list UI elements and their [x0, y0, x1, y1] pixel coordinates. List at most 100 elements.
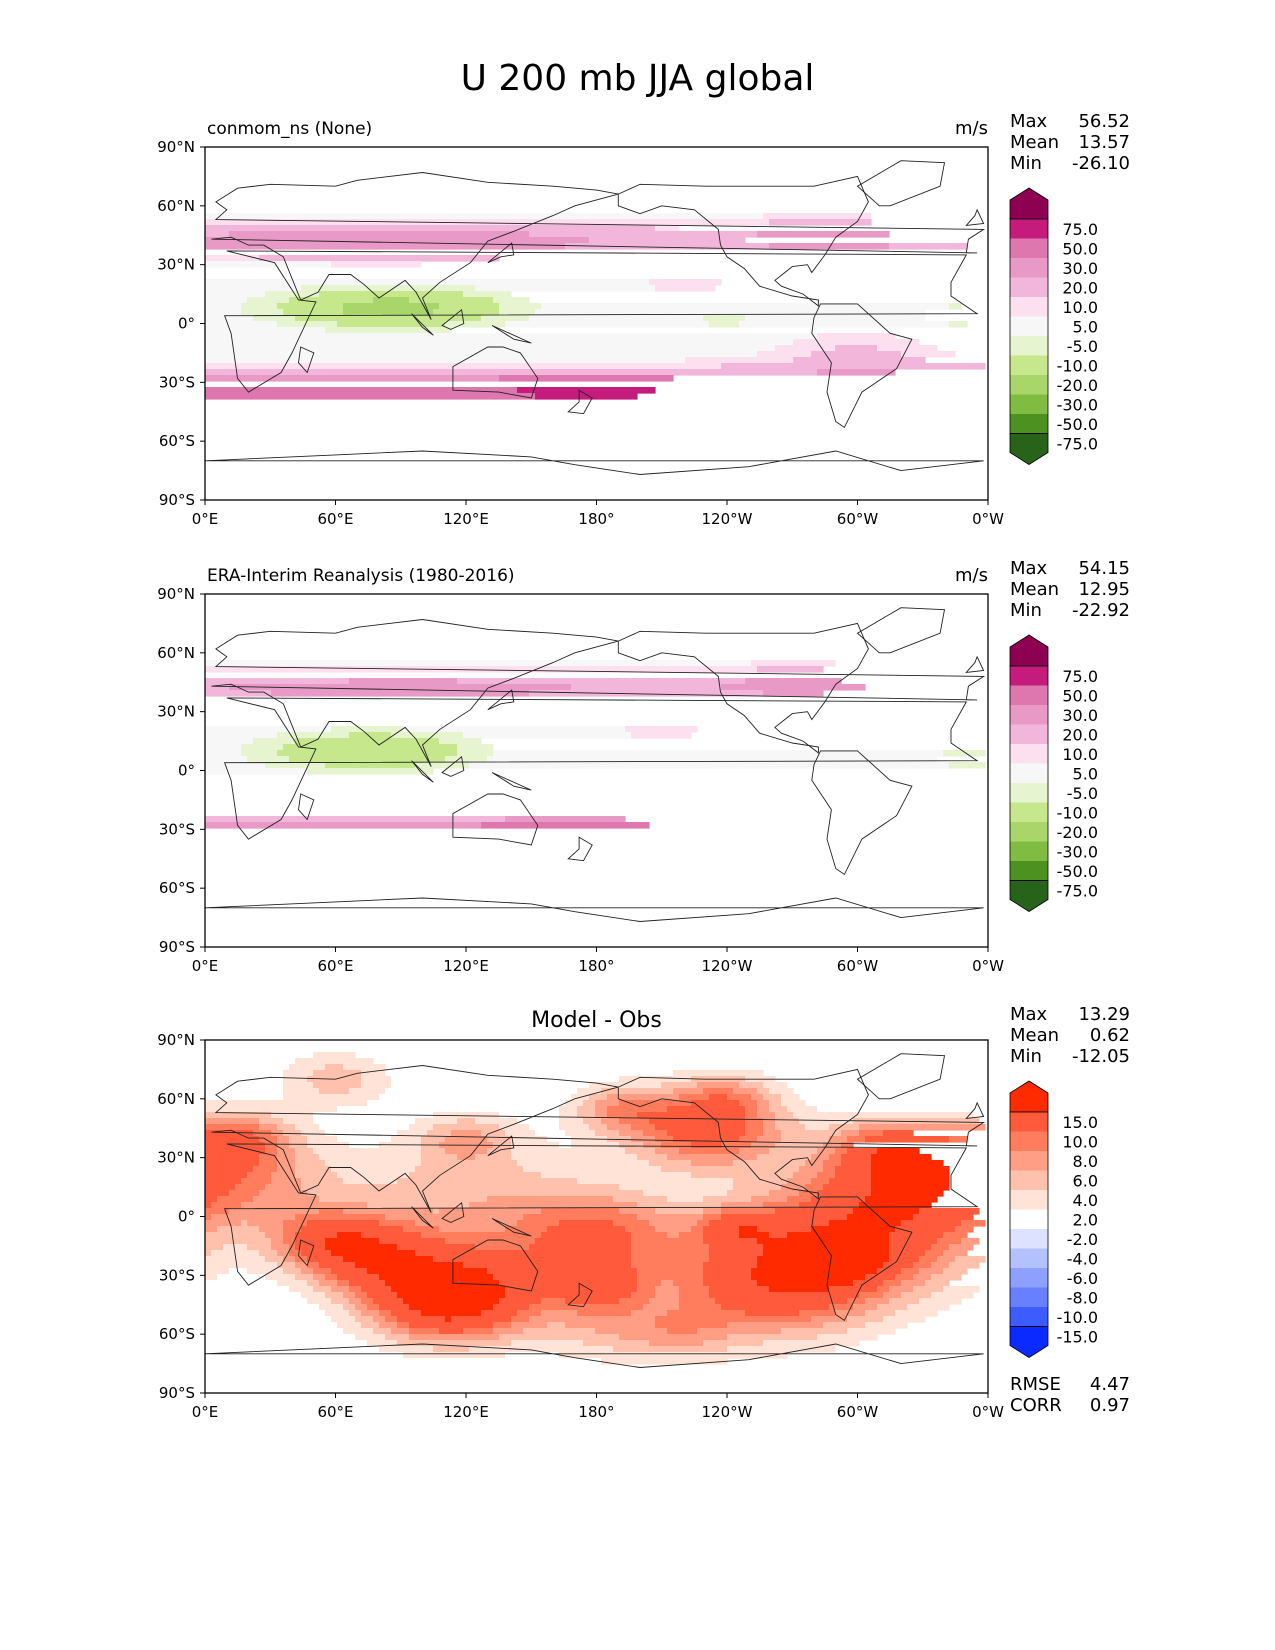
coastline	[965, 208, 985, 226]
colorbar-label: -75.0	[1057, 881, 1098, 900]
colorbar-label: -50.0	[1057, 415, 1098, 434]
coastlines	[205, 1053, 986, 1368]
colorbar-label: 50.0	[1062, 239, 1098, 258]
coastline	[411, 1206, 434, 1229]
colorbar-segment	[1010, 1209, 1048, 1230]
y-tick-label: 90°N	[157, 138, 195, 156]
coastline	[491, 1218, 532, 1237]
x-tick-label: 120°W	[702, 1403, 753, 1421]
colorbar-label: 2.0	[1073, 1210, 1098, 1229]
colorbar-label: -10.0	[1057, 1308, 1098, 1327]
coastline	[452, 1239, 539, 1292]
contour-field	[205, 660, 986, 829]
x-tick-label: 120°E	[443, 510, 489, 528]
colorbar-label: -6.0	[1067, 1269, 1098, 1288]
coastline	[452, 346, 539, 399]
colorbar-segment	[1010, 1248, 1048, 1269]
colorbar-label: 20.0	[1062, 278, 1098, 297]
colorbar: 15.010.08.06.04.02.0-2.0-4.0-6.0-8.0-10.…	[1009, 1080, 1098, 1358]
colorbar-segment	[1010, 783, 1048, 803]
colorbar-label: 30.0	[1062, 259, 1098, 278]
x-tick-label: 0°W	[972, 1403, 1004, 1421]
colorbar-extend-bottom	[1009, 880, 1049, 912]
y-tick-label: 60°S	[159, 1325, 195, 1343]
y-tick-label: 30°S	[159, 820, 195, 838]
stat-label: Mean	[1010, 1025, 1059, 1046]
coastlines	[205, 160, 986, 475]
figure-title: U 200 mb JJA global	[460, 58, 815, 99]
colorbar-segment	[1010, 277, 1048, 298]
coastline	[441, 1201, 465, 1223]
colorbar-label: -10.0	[1057, 803, 1098, 822]
coastline	[567, 389, 593, 415]
colorbar-extend-top	[1009, 634, 1049, 667]
y-tick-label: 30°N	[157, 1149, 195, 1167]
y-tick-label: 60°N	[157, 1090, 195, 1108]
y-tick-label: 30°S	[159, 1266, 195, 1284]
y-tick-label: 60°N	[157, 197, 195, 215]
coastline	[298, 346, 315, 374]
colorbar-segment	[1010, 1170, 1048, 1191]
units-label: m/s	[955, 118, 988, 139]
colorbar-label: 75.0	[1062, 220, 1098, 239]
colorbar-segment	[1010, 394, 1048, 415]
colorbar-label: 10.0	[1062, 745, 1098, 764]
stat-value: 12.95	[1078, 579, 1130, 600]
colorbar-label: -75.0	[1057, 434, 1098, 453]
colorbar: 75.050.030.020.010.05.0-5.0-10.0-20.0-30…	[1009, 634, 1098, 912]
colorbar-label: -50.0	[1057, 862, 1098, 881]
colorbar-extend-top	[1009, 1080, 1049, 1113]
colorbar-label: 6.0	[1073, 1171, 1098, 1190]
coastline	[223, 250, 979, 393]
stat-value: -12.05	[1072, 1046, 1130, 1067]
x-tick-label: 180°	[578, 510, 614, 528]
coastline	[223, 1143, 979, 1286]
x-tick-label: 60°W	[837, 957, 879, 975]
y-tick-label: 90°S	[159, 1384, 195, 1402]
stat-value: 13.57	[1078, 132, 1130, 153]
colorbar-segment	[1010, 763, 1048, 784]
colorbar-label: -5.0	[1067, 784, 1098, 803]
colorbar-segment	[1010, 258, 1048, 278]
y-tick-label: 60°S	[159, 879, 195, 897]
x-tick-label: 0°W	[972, 510, 1004, 528]
x-tick-label: 180°	[578, 1403, 614, 1421]
colorbar-label: 15.0	[1062, 1113, 1098, 1132]
x-tick-label: 60°W	[837, 510, 879, 528]
stat-value: -22.92	[1072, 600, 1130, 621]
colorbar-segment	[1010, 297, 1048, 317]
colorbar-segment	[1010, 1307, 1048, 1327]
stat-value: 54.15	[1078, 558, 1130, 579]
stat-label: Max	[1010, 111, 1048, 132]
coastline	[491, 772, 532, 791]
colorbar-segment	[1010, 802, 1048, 823]
x-tick-label: 120°E	[443, 1403, 489, 1421]
coastline	[211, 1065, 986, 1213]
colorbar-segment	[1010, 316, 1048, 337]
y-tick-label: 0°	[178, 315, 195, 333]
coastline	[487, 689, 515, 711]
colorbar-segment	[1010, 238, 1048, 259]
x-tick-label: 60°W	[837, 1403, 879, 1421]
stat-value: 13.29	[1078, 1004, 1130, 1025]
metric-value: 0.97	[1090, 1395, 1130, 1416]
stat-label: Min	[1010, 153, 1042, 174]
colorbar-extend-top	[1009, 187, 1049, 220]
coastline	[965, 655, 985, 673]
x-tick-label: 0°E	[192, 957, 219, 975]
coastline	[856, 1053, 946, 1100]
y-tick-label: 0°	[178, 1208, 195, 1226]
colorbar-segment	[1010, 375, 1048, 395]
panel-title: conmom_ns (None)	[207, 119, 372, 139]
coastline	[211, 619, 986, 767]
colorbar-label: -20.0	[1057, 823, 1098, 842]
colorbar-label: -20.0	[1057, 376, 1098, 395]
coastline	[298, 1239, 315, 1267]
colorbar: 75.050.030.020.010.05.0-5.0-10.0-20.0-30…	[1009, 187, 1098, 465]
colorbar-segment	[1010, 336, 1048, 356]
metric-label: RMSE	[1010, 1374, 1061, 1395]
y-tick-label: 60°S	[159, 432, 195, 450]
colorbar-segment	[1010, 219, 1048, 239]
x-tick-label: 180°	[578, 957, 614, 975]
